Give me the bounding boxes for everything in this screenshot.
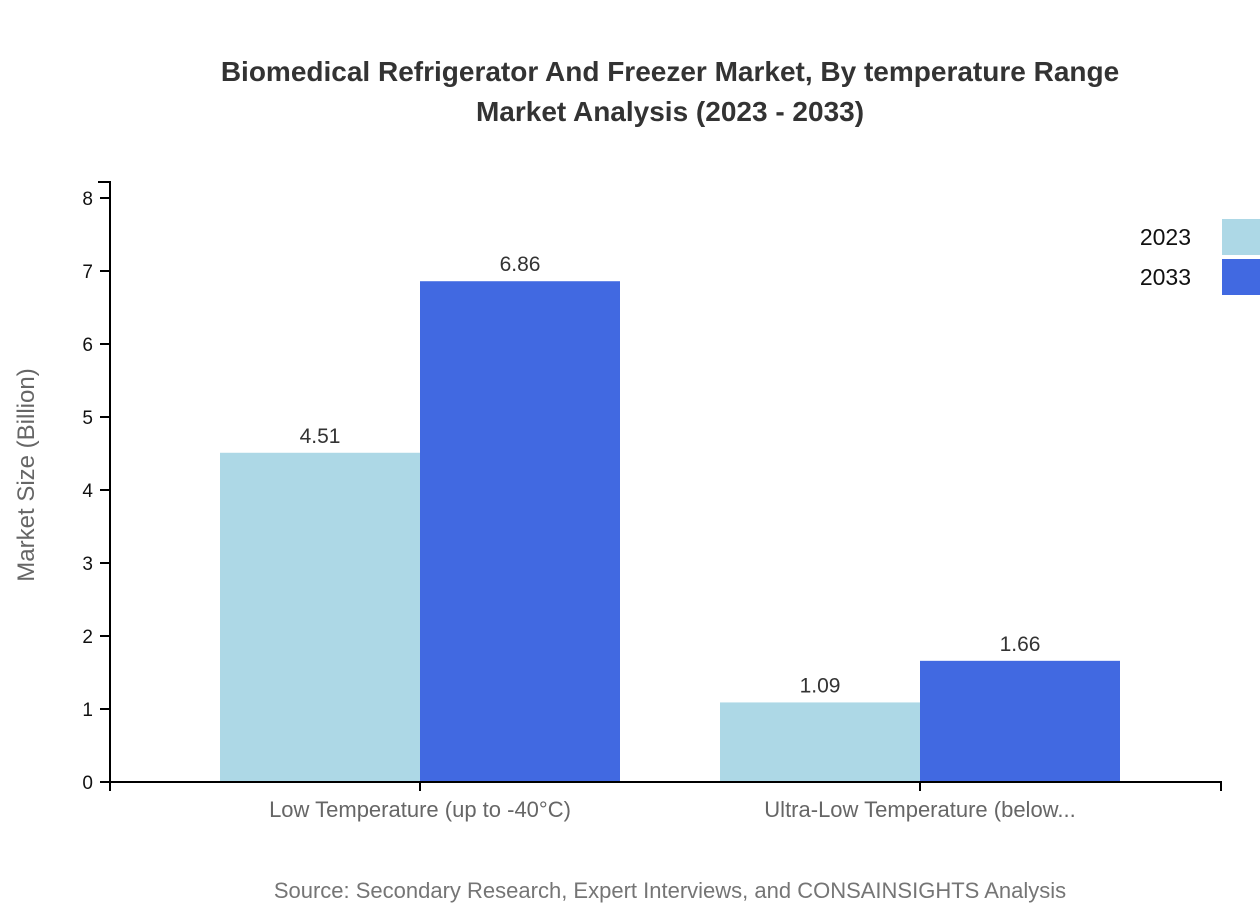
y-axis-line	[98, 181, 111, 782]
value-label-2033-cat2: 1.66	[1000, 633, 1041, 656]
chart-title: Biomedical Refrigerator And Freezer Mark…	[80, 52, 1260, 132]
legend-item-2033: 2033	[1140, 259, 1260, 295]
bar-2023-cat1	[220, 452, 420, 782]
legend: 2023 2033	[1140, 219, 1260, 299]
bar-2033-cat2	[920, 660, 1120, 782]
legend-swatch-2033	[1222, 259, 1260, 295]
value-label-2033-cat1: 6.86	[500, 253, 541, 276]
y-tick-label-2: 2	[82, 627, 93, 648]
value-label-2023-cat2: 1.09	[800, 674, 841, 697]
chart-title-line-2: Market Analysis (2023 - 2033)	[475, 96, 865, 127]
bar-2023-cat2	[720, 702, 920, 782]
y-tick-label-4: 4	[82, 481, 93, 502]
y-tick-label-7: 7	[82, 262, 93, 283]
source-note: Source: Secondary Research, Expert Inter…	[273, 878, 1067, 903]
x-axis-line	[109, 781, 1222, 791]
bar-2033-cat1	[420, 281, 620, 782]
legend-label-2033: 2033	[1139, 263, 1191, 290]
x-category-label-2: Ultra-Low Temperature (below...	[764, 797, 1075, 822]
x-category-label-1: Low Temperature (up to -40°C)	[269, 797, 571, 822]
legend-swatch-2023	[1222, 219, 1260, 255]
y-axis-title: Market Size (Billion)	[13, 368, 40, 581]
y-tick-label-1: 1	[82, 700, 93, 721]
y-tick-label-6: 6	[82, 335, 93, 356]
legend-label-2023: 2023	[1139, 223, 1191, 250]
y-tick-label-0: 0	[82, 773, 93, 794]
y-tick-label-8: 8	[82, 189, 93, 210]
y-tick-label-3: 3	[82, 554, 93, 575]
chart-title-line-1: Biomedical Refrigerator And Freezer Mark…	[220, 56, 1120, 87]
y-tick-label-5: 5	[82, 408, 93, 429]
value-label-2023-cat1: 4.51	[300, 425, 341, 448]
legend-item-2023: 2023	[1140, 219, 1260, 255]
